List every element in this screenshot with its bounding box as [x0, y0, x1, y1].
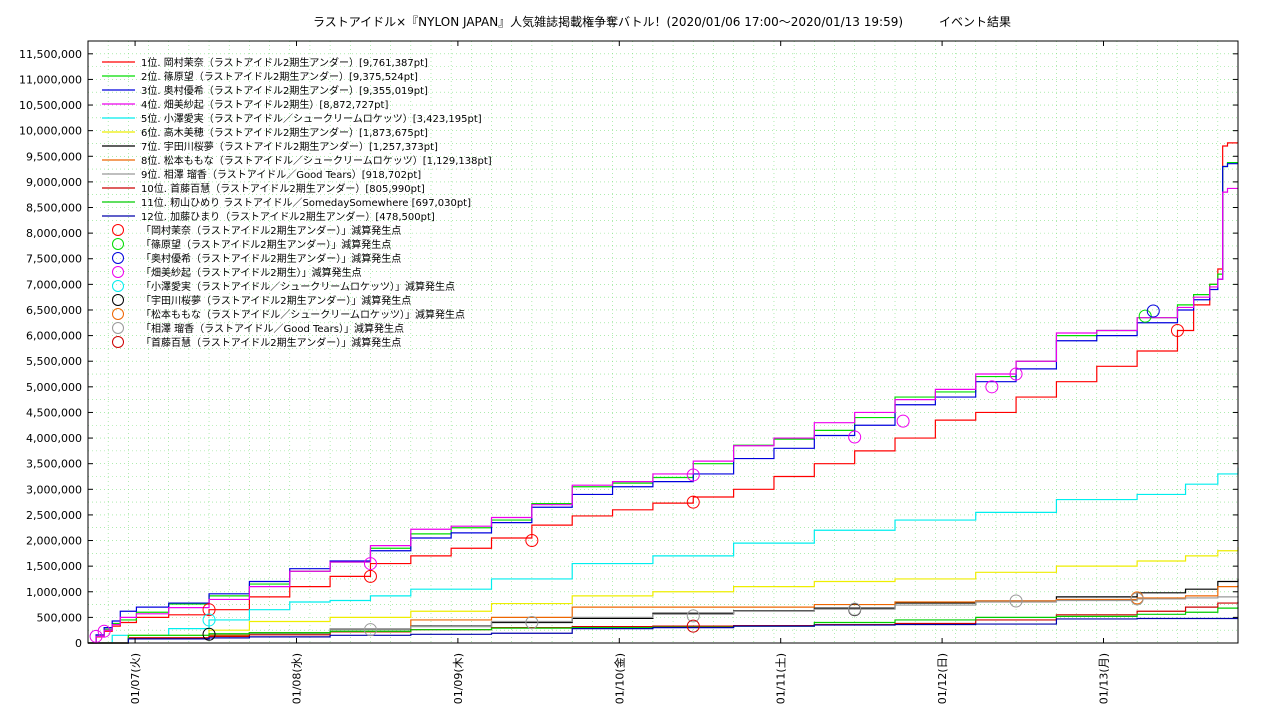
- y-tick-label: 500,000: [37, 611, 83, 624]
- y-tick-label: 8,000,000: [26, 227, 82, 240]
- legend-label: 12位. 加藤ひまり（ラストアイドル2期生アンダー）[478,500pt]: [141, 210, 435, 223]
- y-tick-label: 9,500,000: [26, 150, 82, 163]
- legend-label: 「小澤愛実（ラストアイドル／シュークリームロケッツ）」減算発生点: [141, 280, 455, 293]
- y-tick-label: 10,000,000: [19, 125, 82, 138]
- legend-marker: [112, 252, 124, 264]
- marker-points: [89, 304, 1184, 643]
- legend-label: 9位. 相澤 瑠香（ラストアイドル／Good Tears）[918,702pt]: [141, 168, 421, 181]
- y-tick-label: 2,500,000: [26, 509, 82, 522]
- marker-point: [1146, 304, 1160, 318]
- legend-marker: [112, 224, 124, 236]
- legend-label: 「相澤 瑠香（ラストアイドル／Good Tears）」減算発生点: [141, 322, 404, 335]
- marker-point: [97, 624, 111, 638]
- marker-point: [525, 616, 539, 630]
- x-tick-label: 01/07(火): [129, 653, 142, 704]
- marker-point: [1009, 367, 1023, 381]
- marker-point: [848, 430, 862, 444]
- marker-point: [686, 619, 700, 633]
- marker-point: [1130, 592, 1144, 606]
- y-tick-label: 9,000,000: [26, 176, 82, 189]
- legend-label: 6位. 高木美穂（ラストアイドル2期生アンダー）[1,873,675pt]: [141, 126, 428, 139]
- y-tick-label: 1,000,000: [26, 586, 82, 599]
- marker-point: [202, 627, 216, 641]
- x-tick-label: 01/08(水): [290, 653, 303, 704]
- series-line: [88, 617, 1238, 644]
- legend-label: 4位. 畑美紗起（ラストアイドル2期生）[8,872,727pt]: [141, 98, 388, 111]
- marker-point: [985, 380, 999, 394]
- y-tick-label: 6,500,000: [26, 304, 82, 317]
- grid: [88, 41, 1238, 643]
- series-line: [88, 142, 1238, 644]
- legend-label: 11位. 籾山ひめり ラストアイドル／SomedaySomewhere [697…: [141, 196, 471, 209]
- y-tick-label: 4,000,000: [26, 432, 82, 445]
- y-tick-label: 8,500,000: [26, 202, 82, 215]
- legend-label: 2位. 篠原望（ラストアイドル2期生アンダー）[9,375,524pt]: [141, 70, 418, 83]
- marker-point: [686, 468, 700, 482]
- legend-label: 「岡村茉奈（ラストアイドル2期生アンダー）」減算発生点: [141, 224, 401, 237]
- y-tick-label: 0: [75, 637, 82, 650]
- marker-point: [202, 603, 216, 617]
- x-tick-label: 01/10(金): [612, 653, 626, 704]
- legend-label: 3位. 奥村優希（ラストアイドル2期生アンダー）[9,355,019pt]: [141, 84, 428, 97]
- plot-frame: [87, 40, 1239, 644]
- marker-point: [896, 414, 910, 428]
- marker-point: [363, 623, 377, 637]
- y-tick-label: 5,500,000: [26, 355, 82, 368]
- legend-marker: [112, 280, 124, 292]
- y-tick-label: 11,500,000: [19, 48, 82, 61]
- legend-marker: [112, 266, 124, 278]
- legend-label: 5位. 小澤愛実（ラストアイドル／シュークリームロケッツ）[3,423,195p…: [141, 112, 482, 125]
- y-tick-label: 11,000,000: [19, 73, 82, 86]
- series-line: [88, 187, 1238, 644]
- y-tick-label: 4,500,000: [26, 406, 82, 419]
- legend-label: 10位. 首藤百慧（ラストアイドル2期生アンダー）[805,990pt]: [141, 182, 425, 195]
- legend: 1位. 岡村茉奈（ラストアイドル2期生アンダー）[9,761,387pt]2位.…: [102, 56, 492, 349]
- y-tick-label: 7,500,000: [26, 253, 82, 266]
- axes: 0 500,000 1,000,000 1,500,000 2,000,000 2,500…: [19, 41, 1238, 704]
- legend-label: 「松本ももな（ラストアイドル／シュークリームロケッツ）」減算発生点: [141, 308, 465, 321]
- y-tick-label: 7,000,000: [26, 278, 82, 291]
- y-tick-label: 2,000,000: [26, 535, 82, 548]
- marker-point: [1009, 594, 1023, 608]
- y-tick-label: 5,000,000: [26, 381, 82, 394]
- series-line: [88, 607, 1239, 644]
- x-tick-label: 01/11(土): [775, 653, 788, 704]
- legend-label: 「篠原望（ラストアイドル2期生アンダー）」減算発生点: [141, 238, 391, 251]
- legend-marker: [112, 308, 124, 320]
- legend-label: 「畑美紗起（ラストアイドル2期生）」減算発生点: [141, 266, 362, 279]
- y-tick-label: 3,500,000: [26, 458, 82, 471]
- marker-point: [363, 569, 377, 583]
- marker-point: [1170, 323, 1184, 337]
- x-tick-label: 01/12(日): [936, 653, 949, 704]
- legend-marker: [112, 294, 124, 306]
- legend-marker: [112, 322, 124, 334]
- marker-point: [686, 495, 700, 509]
- legend-label: 1位. 岡村茉奈（ラストアイドル2期生アンダー）[9,761,387pt]: [141, 56, 428, 69]
- marker-point: [202, 613, 216, 627]
- legend-label: 「奥村優希（ラストアイドル2期生アンダー）」減算発生点: [141, 252, 401, 265]
- legend-marker: [112, 336, 124, 348]
- y-tick-label: 10,500,000: [19, 99, 82, 112]
- series-line: [88, 547, 1239, 644]
- legend-marker: [112, 238, 124, 250]
- legend-label: 「宇田川桜夢（ラストアイドル2期生アンダー）」減算発生点: [141, 294, 411, 307]
- y-tick-label: 1,500,000: [26, 560, 82, 573]
- marker-point: [363, 557, 377, 571]
- chart-title: ラストアイドル×『NYLON JAPAN』人気雑誌掲載権争奪バトル！(2020/…: [313, 14, 1011, 29]
- series-line: [88, 467, 1239, 644]
- marker-point: [848, 602, 862, 616]
- x-tick-label: 01/09(木): [452, 653, 465, 704]
- x-tick-label: 01/13(月): [1098, 653, 1111, 704]
- series-line: [88, 163, 1238, 644]
- legend-label: 7位. 宇田川桜夢（ラストアイドル2期生アンダー）[1,257,373pt]: [141, 140, 438, 153]
- legend-label: 8位. 松本ももな（ラストアイドル／シュークリームロケッツ）[1,129,138…: [141, 154, 492, 167]
- marker-point: [686, 609, 700, 623]
- y-tick-label: 6,000,000: [26, 330, 82, 343]
- legend-label: 「首藤百慧（ラストアイドル2期生アンダー）」減算発生点: [141, 336, 401, 349]
- marker-point: [525, 534, 539, 548]
- plot-series: [88, 142, 1239, 644]
- y-tick-label: 3,000,000: [26, 483, 82, 496]
